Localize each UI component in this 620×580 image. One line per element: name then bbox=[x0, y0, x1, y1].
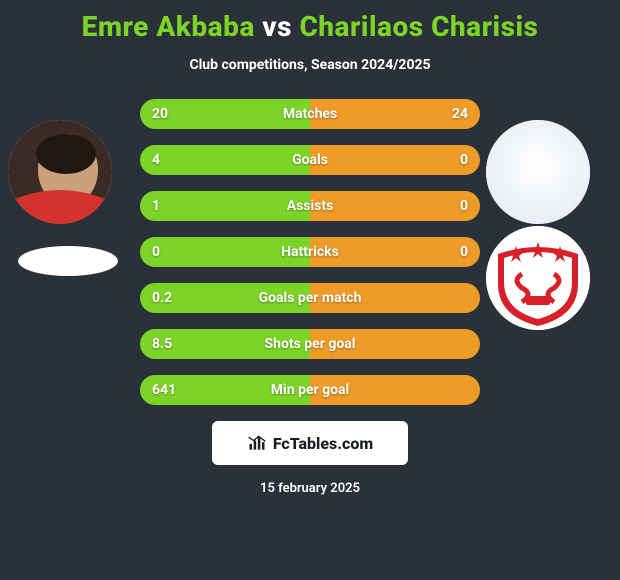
bar-chart-icon bbox=[247, 433, 267, 453]
subtitle: Club competitions, Season 2024/2025 bbox=[0, 57, 620, 73]
comparison-title: Emre Akbaba vs Charilaos Charisis bbox=[0, 0, 620, 43]
stat-row: Assists10 bbox=[140, 191, 480, 221]
stat-value-right: 0 bbox=[460, 191, 468, 221]
stat-value-right: 24 bbox=[452, 99, 468, 129]
player1-club-badge bbox=[18, 246, 118, 276]
stat-value-left: 0 bbox=[152, 237, 160, 267]
stat-bar-right bbox=[310, 237, 480, 267]
stat-bar-right bbox=[310, 145, 480, 175]
stat-row: Hattricks00 bbox=[140, 237, 480, 267]
comparison-bars: Matches2024Goals40Assists10Hattricks00Go… bbox=[140, 99, 480, 405]
stat-row: Matches2024 bbox=[140, 99, 480, 129]
player2-avatar-placeholder-icon bbox=[486, 120, 590, 224]
stat-value-left: 20 bbox=[152, 99, 168, 129]
player1-avatar-placeholder-icon bbox=[8, 120, 112, 224]
sivasspor-badge-icon bbox=[486, 226, 590, 330]
stat-bar-right bbox=[310, 329, 480, 359]
stat-value-left: 8.5 bbox=[152, 329, 172, 359]
stat-bar-left bbox=[140, 191, 310, 221]
stat-value-right: 0 bbox=[460, 237, 468, 267]
title-vs: vs bbox=[262, 10, 292, 43]
stat-bar-left bbox=[140, 237, 310, 267]
stat-bar-right bbox=[310, 191, 480, 221]
stat-bar-right bbox=[310, 283, 480, 313]
footer-date: 15 february 2025 bbox=[0, 481, 620, 496]
player2-name: Charilaos Charisis bbox=[299, 10, 538, 43]
player2-club-badge bbox=[486, 226, 590, 330]
stat-bar-left bbox=[140, 145, 310, 175]
stat-value-left: 641 bbox=[152, 375, 176, 405]
stat-row: Shots per goal8.5 bbox=[140, 329, 480, 359]
stat-value-right: 0 bbox=[460, 145, 468, 175]
stat-value-left: 1 bbox=[152, 191, 160, 221]
stat-value-left: 4 bbox=[152, 145, 160, 175]
stat-row: Goals per match0.2 bbox=[140, 283, 480, 313]
stat-row: Goals40 bbox=[140, 145, 480, 175]
player1-avatar bbox=[8, 120, 112, 224]
player2-avatar bbox=[486, 120, 590, 224]
stat-bar-right bbox=[310, 375, 480, 405]
brand-badge: FcTables.com bbox=[212, 421, 408, 465]
player1-name: Emre Akbaba bbox=[82, 10, 255, 43]
brand-text: FcTables.com bbox=[273, 434, 373, 453]
stat-row: Min per goal641 bbox=[140, 375, 480, 405]
stat-value-left: 0.2 bbox=[152, 283, 172, 313]
